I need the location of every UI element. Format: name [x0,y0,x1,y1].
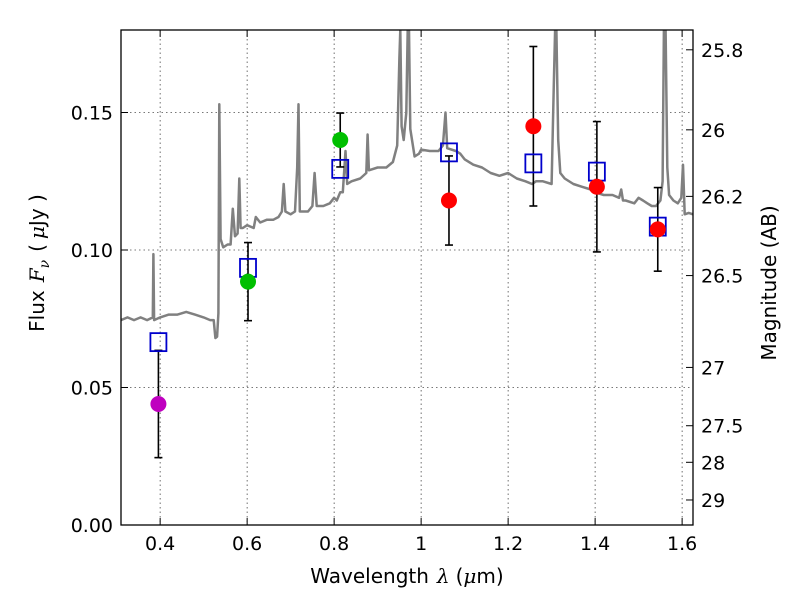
y-tick-label: 0.00 [71,515,113,537]
photometry-point [240,273,257,290]
x-tick-label: 0.6 [232,533,262,555]
photometry-points [150,118,666,412]
model-points [149,142,667,353]
right-tick-label: 29 [701,490,725,512]
x-tick-label: 1.4 [580,533,610,555]
photometry-point [588,178,605,195]
x-tick-label: 0.4 [145,533,175,555]
photometry-point [440,192,457,209]
photometry-point [525,118,542,135]
y-tick-label: 0.15 [71,103,113,125]
axis-ticks [121,30,693,526]
error-bars [154,45,662,459]
photometry-point [649,221,666,238]
model-square [149,332,168,353]
right-tick-label: 28 [701,452,725,474]
right-tick-label: 26 [701,120,725,142]
right-tick-label: 27.5 [701,416,743,438]
right-tick-label: 27 [701,357,725,379]
x-tick-label: 0.8 [319,533,349,555]
x-tick-label: 1.6 [667,533,697,555]
right-tick-label: 25.8 [701,40,743,62]
sed-spectrum-line [121,30,693,340]
x-axis-label: Wavelength λ (μm) [310,564,503,588]
right-tick-label: 26.5 [701,266,743,288]
model-square [524,153,543,174]
right-tick-label: 26.2 [701,186,743,208]
tick-labels: 0.4 0.6 0.8 1 1.2 1.4 1.6 0.00 0.05 0.10 0.15 25.8 2… [71,40,744,555]
right-axis-label: Magnitude (AB) [757,205,781,360]
x-tick-label: 1.2 [493,533,523,555]
photometry-point [332,132,349,148]
x-tick-label: 1 [415,533,427,555]
model-square [331,158,350,179]
photometry-point [150,396,167,412]
model-square [440,142,458,163]
y-axis-label: FluxFν(μJy ) [25,194,53,332]
y-tick-label: 0.05 [71,378,113,400]
y-tick-label: 0.10 [71,240,113,262]
plot-frame [120,29,694,526]
